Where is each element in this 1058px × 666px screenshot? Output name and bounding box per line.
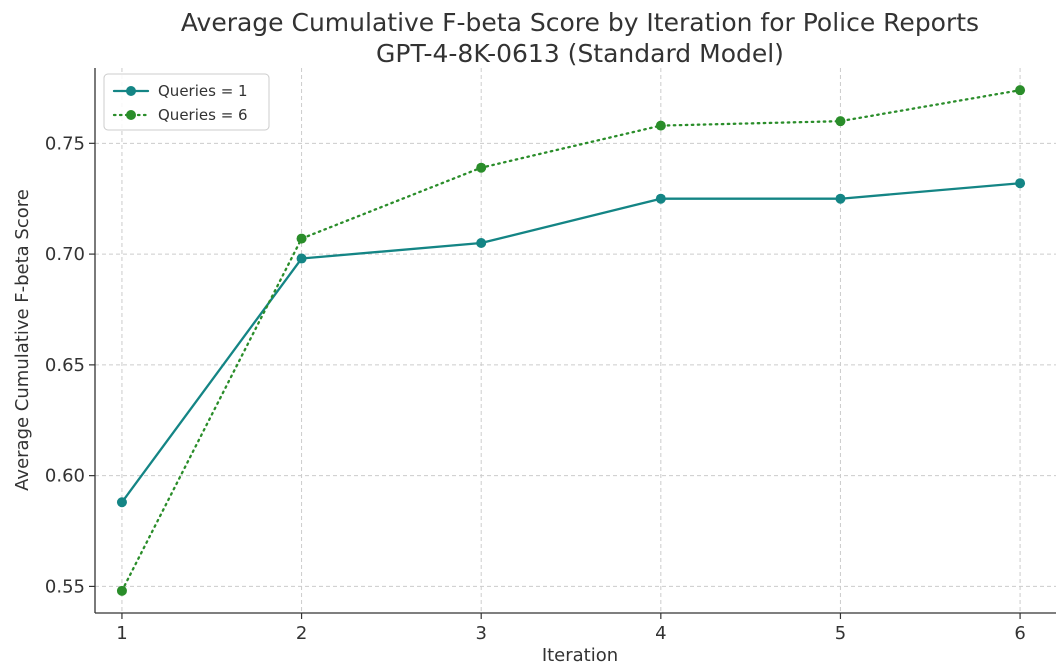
data-point [476, 162, 487, 173]
legend-label: Queries = 6 [158, 106, 248, 124]
data-point [1015, 178, 1026, 189]
y-tick-label: 0.75 [45, 133, 85, 154]
series-2 [116, 85, 1026, 596]
data-point [655, 193, 666, 204]
x-tick-label: 5 [835, 623, 846, 644]
data-point [116, 497, 127, 508]
series-group [116, 85, 1026, 596]
x-tick-label: 1 [116, 623, 127, 644]
x-tick-label: 3 [475, 623, 486, 644]
data-point [296, 253, 307, 264]
legend-label: Queries = 1 [158, 82, 248, 100]
data-point [116, 585, 127, 596]
legend: Queries = 1 Queries = 6 [103, 73, 270, 131]
chart-title-line-1: Average Cumulative F-beta Score by Itera… [181, 8, 979, 37]
legend-item-2: Queries = 6 [112, 106, 248, 124]
axes: 1 2 3 4 5 6 0.55 0.60 0.65 0.70 0.75 [45, 68, 1056, 644]
y-tick-label: 0.70 [45, 244, 85, 265]
x-tick-label: 6 [1014, 623, 1025, 644]
series-line [120, 89, 1022, 592]
data-point [296, 233, 307, 244]
legend-swatch-marker [126, 110, 136, 120]
chart-title-line-2: GPT-4-8K-0613 (Standard Model) [376, 39, 784, 68]
data-point [835, 116, 846, 127]
grid [95, 68, 1056, 613]
y-tick-label: 0.65 [45, 355, 85, 376]
y-tick-label: 0.60 [45, 466, 85, 487]
data-point [835, 193, 846, 204]
y-tick-label: 0.55 [45, 576, 85, 597]
y-axis-label: Average Cumulative F-beta Score [12, 189, 33, 491]
x-axis-label: Iteration [542, 645, 618, 666]
x-tick-label: 2 [296, 623, 307, 644]
data-point [655, 120, 666, 131]
data-point [1015, 85, 1026, 96]
legend-swatch-marker [126, 86, 136, 96]
series-1 [116, 178, 1026, 508]
x-tick-label: 4 [655, 623, 666, 644]
series-line [120, 182, 1022, 504]
legend-item-1: Queries = 1 [112, 82, 248, 100]
data-point [476, 238, 487, 249]
